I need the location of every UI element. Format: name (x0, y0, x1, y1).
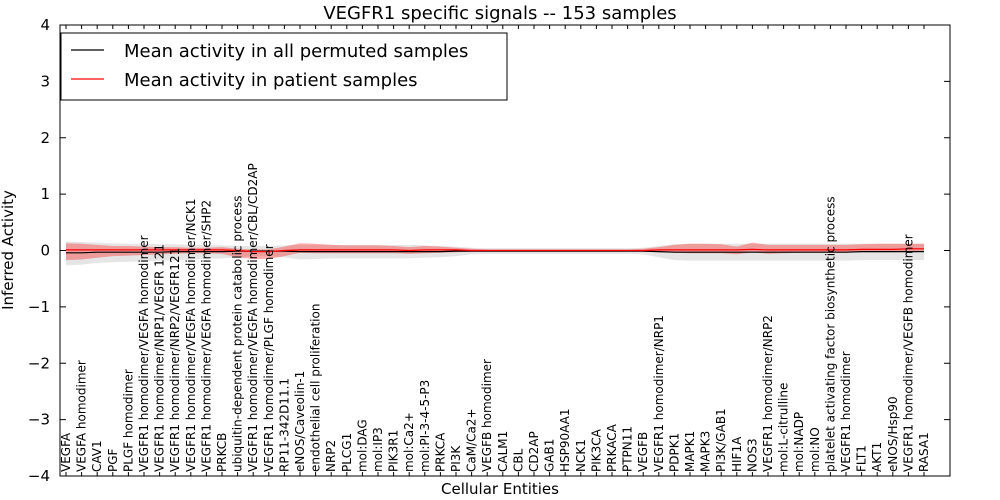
x-tick-label: PRKCA (433, 432, 447, 472)
x-tick-label: VEGFA homodimer (75, 360, 89, 472)
y-axis-title: Inferred Activity (0, 190, 17, 310)
x-tick-label: NCK1 (574, 439, 588, 472)
x-tick-label: mol:DAG (355, 419, 369, 472)
x-tick-label: mol:NO (808, 427, 822, 472)
y-tick-label: −1 (28, 298, 50, 316)
x-tick-label: VEGFR1 homodimer/NRP1/VEGFR 121 (153, 244, 167, 472)
x-tick-label: MAPK1 (683, 431, 697, 472)
band-patient (66, 242, 924, 261)
line-patient (66, 248, 924, 253)
x-tick-label: VEGFR1 homodimer/VEGFA homodimer/NCK1 (184, 198, 198, 472)
x-tick-label: mol:L-citrulline (777, 383, 791, 472)
y-tick-label: 4 (40, 16, 50, 34)
x-tick-label: PLGF homodimer (121, 369, 135, 472)
x-tick-label: platelet activating factor biosynthetic … (823, 196, 837, 472)
y-axis: 4 3 2 1 0 −1 −2 −3 −4 (28, 16, 950, 485)
x-tick-label: VEGFR1 homodimer (839, 351, 853, 472)
x-tick-label: VEGFR1 homodimer/NRP1 (652, 315, 666, 472)
x-tick-label: PRKCB (215, 433, 229, 472)
y-tick-label: −3 (28, 411, 50, 429)
x-tick-label: VEGFR1 homodimer/VEGFA homodimer/SHP2 (199, 200, 213, 472)
x-tick-label: PIK3CA (589, 428, 603, 472)
y-tick-label: 1 (40, 185, 50, 203)
x-tick-label: endothelial cell proliferation (309, 304, 323, 472)
x-tick-label: PGF (106, 448, 120, 472)
x-tick-label: GAB1 (543, 439, 557, 472)
x-tick-label: PRKACA (605, 423, 619, 472)
x-tick-label: VEGFR1 homodimer/VEGFA homodimer (137, 235, 151, 472)
x-tick-label: RASA1 (917, 432, 931, 472)
x-tick-label: mol:PI-3-4-5-P3 (418, 380, 432, 472)
x-tick-label: VEGFB (636, 432, 650, 472)
chart-title: VEGFR1 specific signals -- 153 samples (323, 3, 676, 24)
x-tick-label: VEGFA (59, 432, 73, 472)
x-tick-label: mol:Ca2+ (402, 412, 416, 472)
x-axis: VEGFA VEGFA homodimer CAV1 PGF PLGF homodime… (59, 25, 931, 476)
x-tick-label: PDPK1 (667, 433, 681, 472)
x-tick-label: VEGFR1 homodimer/VEGFB homodimer (901, 234, 915, 472)
y-tick-label: 2 (40, 129, 50, 147)
confidence-bands (66, 241, 924, 266)
y-tick-label: −2 (28, 354, 50, 372)
x-tick-label: eNOS/Hsp90 (886, 396, 900, 472)
x-tick-label: CD2AP (527, 431, 541, 472)
x-tick-label: NOS3 (745, 438, 759, 472)
x-tick-label: PI3K/GAB1 (714, 408, 728, 472)
series-lines (66, 248, 924, 254)
x-tick-label: PI3K (449, 445, 463, 472)
x-tick-label: FLT1 (855, 445, 869, 472)
x-tick-label: PLCG1 (340, 433, 354, 472)
x-tick-label: PIK3R1 (387, 430, 401, 472)
legend-label-patient: Mean activity in patient samples (124, 70, 418, 91)
x-tick-label: ubiquitin-dependent protein catabolic pr… (231, 196, 245, 472)
x-tick-label: AKT1 (870, 442, 884, 472)
x-tick-label: VEGFR1 homodimer/PLGF homodimer (262, 244, 276, 472)
x-tick-label: VEGFB homodimer (480, 359, 494, 472)
x-tick-label: VEGFR1 homodimer/NRP2/VEGFR121 (168, 248, 182, 472)
y-tick-label: 3 (40, 72, 50, 90)
band-permuted (66, 241, 924, 266)
x-tick-label: CaM/Ca2+ (465, 408, 479, 472)
y-tick-label: 0 (40, 242, 50, 260)
x-tick-label: NRP2 (324, 440, 338, 472)
legend-box (60, 32, 508, 101)
x-tick-label: HSP90AA1 (558, 408, 572, 472)
x-tick-label: CALM1 (496, 431, 510, 472)
x-tick-label: mol:IP3 (371, 427, 385, 472)
x-tick-label: MAPK3 (699, 431, 713, 472)
x-tick-label: CBL (511, 448, 525, 472)
x-tick-label: VEGFR1 homodimer/VEGFA homodimer/CBL/CD2… (246, 163, 260, 472)
x-tick-label: PTPN11 (621, 426, 635, 472)
legend-label-permuted: Mean activity in all permuted samples (124, 41, 468, 62)
legend: Mean activity in all permuted samples Me… (60, 32, 508, 101)
y-tick-label: −4 (28, 467, 50, 485)
x-tick-label: mol:NADP (792, 412, 806, 472)
x-tick-label: RP11-342D11.1 (277, 378, 291, 472)
x-tick-label: HIF1A (730, 436, 744, 472)
x-axis-title: Cellular Entities (441, 480, 559, 498)
x-tick-label: VEGFR1 homodimer/NRP2 (761, 315, 775, 472)
x-tick-label: CAV1 (90, 440, 104, 472)
x-tick-label: eNOS/Caveolin-1 (293, 371, 307, 472)
